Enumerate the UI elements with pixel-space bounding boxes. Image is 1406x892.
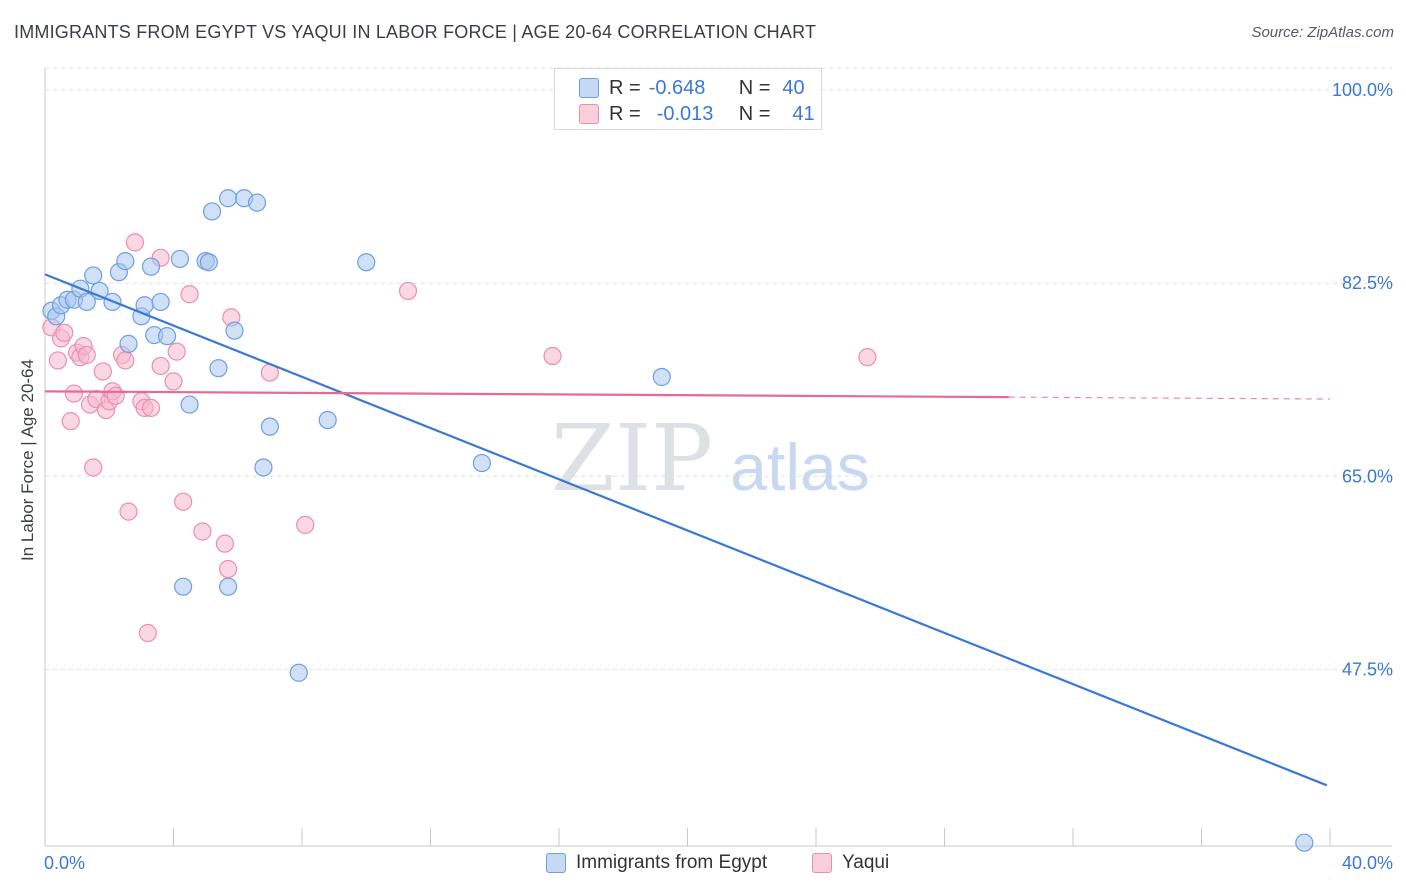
watermark: ZIP atlas [551,405,870,512]
data-point [398,281,418,301]
data-point [225,321,244,340]
y-tick-label: 47.5% [1342,659,1393,679]
data-point [77,292,96,312]
y-tick-labels: 100.0% 82.5% 65.0% 47.5% [1332,80,1393,679]
data-point [119,502,138,521]
x-tick-label: 0.0% [44,853,85,873]
regression-line-pink-dashed [1008,396,1331,400]
data-point [193,522,212,541]
axes [44,68,1392,847]
stats-row-egypt: R = -0.648 N = 40 [579,75,805,101]
r-value: -0.648 [648,76,706,99]
data-point [167,342,186,361]
data-point [202,202,222,221]
data-point [209,359,228,378]
data-point [180,395,199,414]
data-point [219,577,238,596]
data-point [84,458,103,477]
egypt-swatch [579,78,599,98]
data-point [357,253,376,272]
source-credit: Source: ZipAtlas.com [1251,24,1394,41]
data-point [84,266,103,285]
series-egypt-points [42,189,1314,852]
data-point [106,386,125,405]
r-label: R = [609,76,641,99]
data-point [61,412,80,431]
data-point [164,372,183,391]
grid-lines [45,67,1392,670]
data-point [219,559,238,579]
data-point [219,189,238,208]
regression-lines [44,273,1331,787]
data-point [55,323,74,342]
data-point [138,623,157,643]
data-point [296,515,315,534]
n-value: 41 [792,102,815,125]
data-point [543,346,562,366]
legend-yaqui: Yaqui [812,852,889,874]
y-tick-label: 100.0% [1332,80,1393,100]
y-tick-label: 82.5% [1342,273,1393,293]
data-point [170,249,190,269]
data-point [93,362,112,381]
n-value: 40 [782,76,805,99]
data-point [180,285,199,304]
data-point [260,417,279,436]
data-point [472,453,491,473]
stats-legend: R = -0.648 N = 40 R = -0.013 N = 41 [554,68,822,130]
x-tick-labels: 0.0% 40.0% [44,853,1393,873]
data-point [858,348,877,367]
data-point [174,492,193,511]
data-point [119,334,138,353]
yaqui-legend-swatch [812,853,832,873]
data-point [64,384,84,403]
r-value: -0.013 [656,102,714,125]
y-tick-label: 65.0% [1342,466,1393,486]
egypt-legend-label: Immigrants from Egypt [576,852,768,873]
yaqui-swatch [579,104,599,124]
x-tick-label: 40.0% [1342,853,1393,873]
series-yaqui-points [42,233,877,643]
data-point [151,356,170,376]
data-point [199,253,218,272]
data-point [289,663,308,682]
data-point [151,292,170,312]
yaqui-legend-label: Yaqui [842,852,890,873]
data-point [48,351,67,370]
watermark-zip: ZIP [551,405,713,512]
regression-line-pink [44,390,1009,399]
data-point [141,257,161,276]
data-point [157,327,177,346]
chart-title: IMMIGRANTS FROM EGYPT VS YAQUI IN LABOR … [14,22,817,42]
egypt-legend-swatch [546,853,566,873]
data-point [125,233,145,252]
data-point [254,458,273,477]
data-point [174,577,193,596]
watermark-atlas: atlas [730,430,869,504]
data-point [652,367,671,387]
data-point [318,410,337,430]
n-label: N = [738,102,771,125]
data-point [1295,833,1314,852]
regression-line-blue [44,273,1328,787]
legend-egypt: Immigrants from Egypt [546,852,767,874]
data-point [116,252,135,271]
data-point [215,534,234,553]
r-label: R = [609,102,641,125]
data-point [141,398,161,417]
stats-row-yaqui: R = -0.013 N = 41 [579,101,815,127]
data-point [247,193,267,212]
y-axis-label: In Labor Force | Age 20-64 [18,359,37,561]
data-point [116,351,135,370]
n-label: N = [738,76,771,99]
data-point [77,345,96,365]
